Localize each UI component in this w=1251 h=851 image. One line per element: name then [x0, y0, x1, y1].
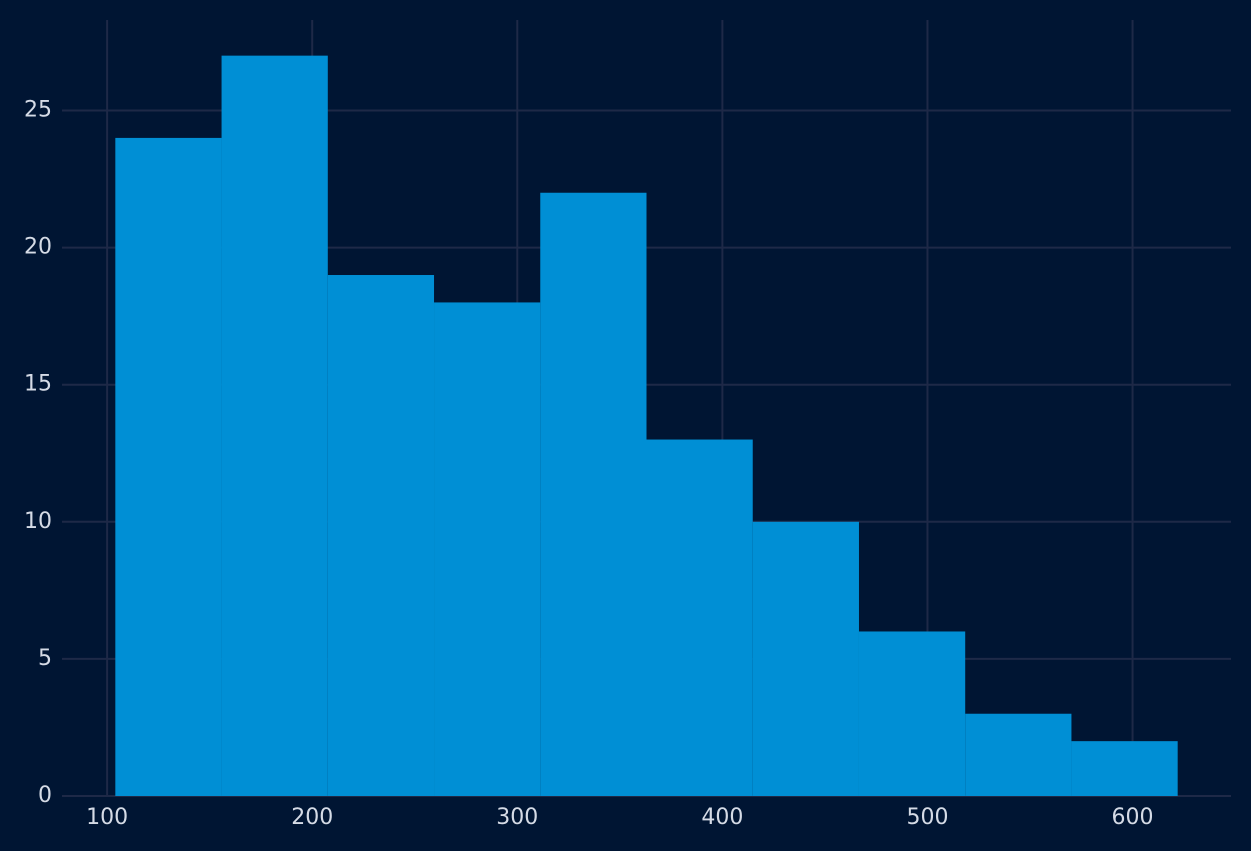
x-tick-label: 300 — [496, 805, 538, 830]
bar — [327, 275, 435, 796]
x-tick-label: 600 — [1112, 805, 1154, 830]
x-tick-label: 100 — [86, 805, 128, 830]
bar — [434, 302, 541, 796]
y-tick-label: 25 — [24, 97, 52, 122]
bar — [752, 521, 859, 796]
bar — [540, 192, 647, 796]
bar — [858, 631, 966, 796]
x-tick-label: 400 — [701, 805, 743, 830]
y-tick-label: 10 — [24, 509, 52, 534]
y-tick-label: 15 — [24, 372, 52, 397]
bar — [646, 439, 753, 796]
x-tick-label: 200 — [291, 805, 333, 830]
y-tick-label: 5 — [38, 646, 52, 671]
bar — [115, 137, 222, 796]
y-tick-label: 0 — [38, 783, 52, 808]
bar — [1071, 741, 1178, 796]
bar — [221, 55, 328, 796]
y-tick-label: 20 — [24, 235, 52, 260]
x-tick-label: 500 — [906, 805, 948, 830]
bar — [965, 713, 1072, 796]
